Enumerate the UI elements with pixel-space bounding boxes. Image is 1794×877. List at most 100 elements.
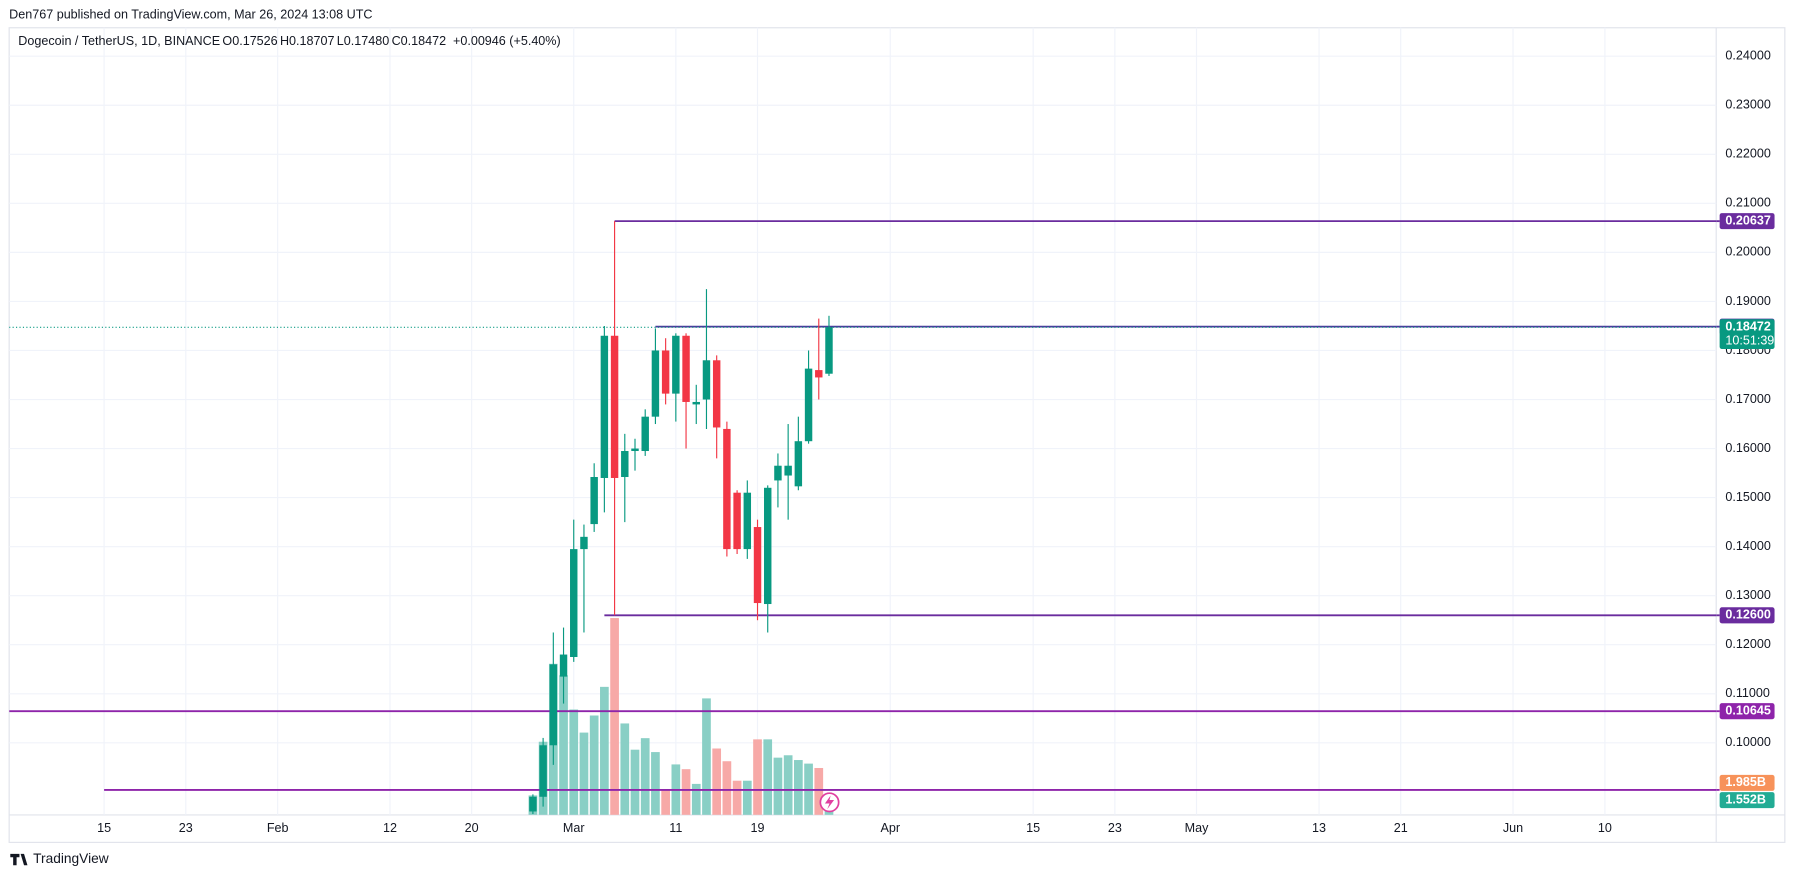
x-tick-label: 20 bbox=[465, 821, 479, 835]
y-tick-label: 0.24000 bbox=[1725, 49, 1770, 63]
candle-body bbox=[570, 549, 578, 657]
price-tag bbox=[1719, 703, 1775, 720]
candle-body bbox=[641, 416, 649, 452]
candle-body bbox=[712, 360, 721, 428]
candle-body bbox=[672, 335, 680, 394]
y-tick-label: 0.13000 bbox=[1725, 588, 1770, 602]
x-tick-label: 23 bbox=[1108, 821, 1122, 835]
ohlc-value: 0.17480 bbox=[344, 34, 389, 48]
x-tick-label: Feb bbox=[267, 821, 289, 835]
y-tick-label: 0.11000 bbox=[1725, 686, 1770, 700]
y-tick-label: 0.22000 bbox=[1725, 147, 1770, 161]
volume-bar bbox=[722, 761, 732, 815]
price-tag-label: 0.18472 bbox=[1725, 320, 1770, 334]
price-tag bbox=[1719, 213, 1775, 230]
candle-body bbox=[733, 492, 741, 550]
volume-bar bbox=[610, 618, 619, 815]
price-tag bbox=[1719, 607, 1775, 624]
x-tick-label: Mar bbox=[563, 821, 585, 835]
footer: TradingView bbox=[33, 851, 109, 866]
candle-body bbox=[600, 335, 609, 478]
x-tick-label: 21 bbox=[1394, 821, 1408, 835]
volume-bar bbox=[620, 723, 630, 815]
candle-body bbox=[743, 492, 752, 550]
x-tick-label: Jun bbox=[1503, 821, 1523, 835]
candle-body bbox=[610, 335, 619, 478]
candle-body bbox=[631, 448, 639, 452]
candle-body bbox=[723, 428, 731, 550]
candle-body bbox=[539, 745, 547, 797]
volume-bar bbox=[640, 738, 650, 815]
volume-bar bbox=[579, 732, 589, 815]
candle-body bbox=[580, 536, 588, 550]
price-tag-label: 1.985B bbox=[1725, 775, 1766, 789]
y-tick-label: 0.21000 bbox=[1725, 196, 1770, 210]
volume-bar bbox=[702, 698, 711, 815]
legend: Dogecoin / TetherUS, 1D, BINANCE O 0.17526… bbox=[18, 34, 560, 48]
candle-body bbox=[784, 465, 792, 476]
y-tick-label: 0.19000 bbox=[1725, 294, 1770, 308]
price-tag bbox=[1719, 792, 1775, 809]
ohlc-label: H bbox=[280, 34, 289, 48]
volume-bar bbox=[651, 752, 660, 815]
candle-body bbox=[549, 664, 558, 746]
x-tick-label: 23 bbox=[179, 821, 193, 835]
countdown-label: 10:51:39 bbox=[1725, 333, 1774, 347]
candle-body bbox=[753, 527, 762, 604]
axis-layer: 0.10000 0.11000 0.12000 0.13000 0.14000 0.150… bbox=[97, 49, 1775, 835]
candle-body bbox=[661, 350, 670, 394]
price-tag bbox=[1719, 319, 1775, 350]
x-tick-label: 19 bbox=[751, 821, 765, 835]
y-tick-label: 0.20000 bbox=[1725, 245, 1770, 259]
candle-body bbox=[702, 360, 711, 400]
symbol: Dogecoin / TetherUS, 1D, BINANCE bbox=[18, 34, 220, 48]
volume-bar bbox=[681, 769, 691, 815]
x-tick-label: 15 bbox=[97, 821, 111, 835]
x-tick-label: 13 bbox=[1312, 821, 1326, 835]
candle-body bbox=[621, 451, 629, 478]
bolt-icon bbox=[819, 792, 840, 813]
candle-body bbox=[529, 796, 537, 812]
volume-bar bbox=[589, 715, 599, 815]
y-tick-label: 0.23000 bbox=[1725, 98, 1770, 112]
y-tick-label: 0.12000 bbox=[1725, 637, 1770, 651]
volume-bar bbox=[783, 755, 793, 815]
x-tick-label: Apr bbox=[880, 821, 900, 835]
change: +0.00946 (+5.40%) bbox=[453, 34, 561, 48]
ohlc-value: 0.18472 bbox=[401, 34, 446, 48]
candle-body bbox=[651, 350, 660, 417]
ohlc-label: L bbox=[337, 34, 344, 48]
price-tag-label: 0.20637 bbox=[1725, 213, 1770, 227]
grid bbox=[9, 27, 1717, 815]
candle-body bbox=[794, 441, 803, 487]
y-tick-label: 0.16000 bbox=[1725, 441, 1770, 455]
volume-bar bbox=[559, 675, 568, 815]
volume-bar bbox=[753, 739, 762, 815]
x-tick-label: May bbox=[1185, 821, 1209, 835]
x-tick-label: 12 bbox=[383, 821, 397, 835]
candle-body bbox=[774, 465, 782, 481]
header: Den767 published on TradingView.com, Mar… bbox=[9, 7, 372, 21]
x-tick-label: 10 bbox=[1598, 821, 1612, 835]
price-tag bbox=[1719, 774, 1775, 791]
price-tag-label: 1.552B bbox=[1725, 792, 1766, 806]
volume-bar bbox=[661, 789, 670, 815]
footer-logo bbox=[10, 853, 28, 866]
candle-body bbox=[692, 401, 700, 405]
candle-body bbox=[682, 335, 690, 402]
price-tag-label: 0.12600 bbox=[1725, 608, 1770, 622]
candle-body bbox=[815, 370, 823, 378]
volume-bar bbox=[773, 757, 783, 815]
price-tag-label: 0.10645 bbox=[1725, 704, 1770, 718]
candle-body bbox=[590, 477, 598, 525]
volume-bar bbox=[600, 686, 609, 815]
ohlc-label: O bbox=[222, 34, 232, 48]
volume-bar bbox=[794, 760, 803, 815]
volume-bar bbox=[763, 739, 773, 815]
ohlc-value: 0.17526 bbox=[232, 34, 277, 48]
y-tick-label: 0.10000 bbox=[1725, 735, 1770, 749]
level-layer bbox=[9, 220, 1717, 791]
y-tick-label: 0.14000 bbox=[1725, 539, 1770, 553]
volume-bar bbox=[569, 709, 579, 815]
